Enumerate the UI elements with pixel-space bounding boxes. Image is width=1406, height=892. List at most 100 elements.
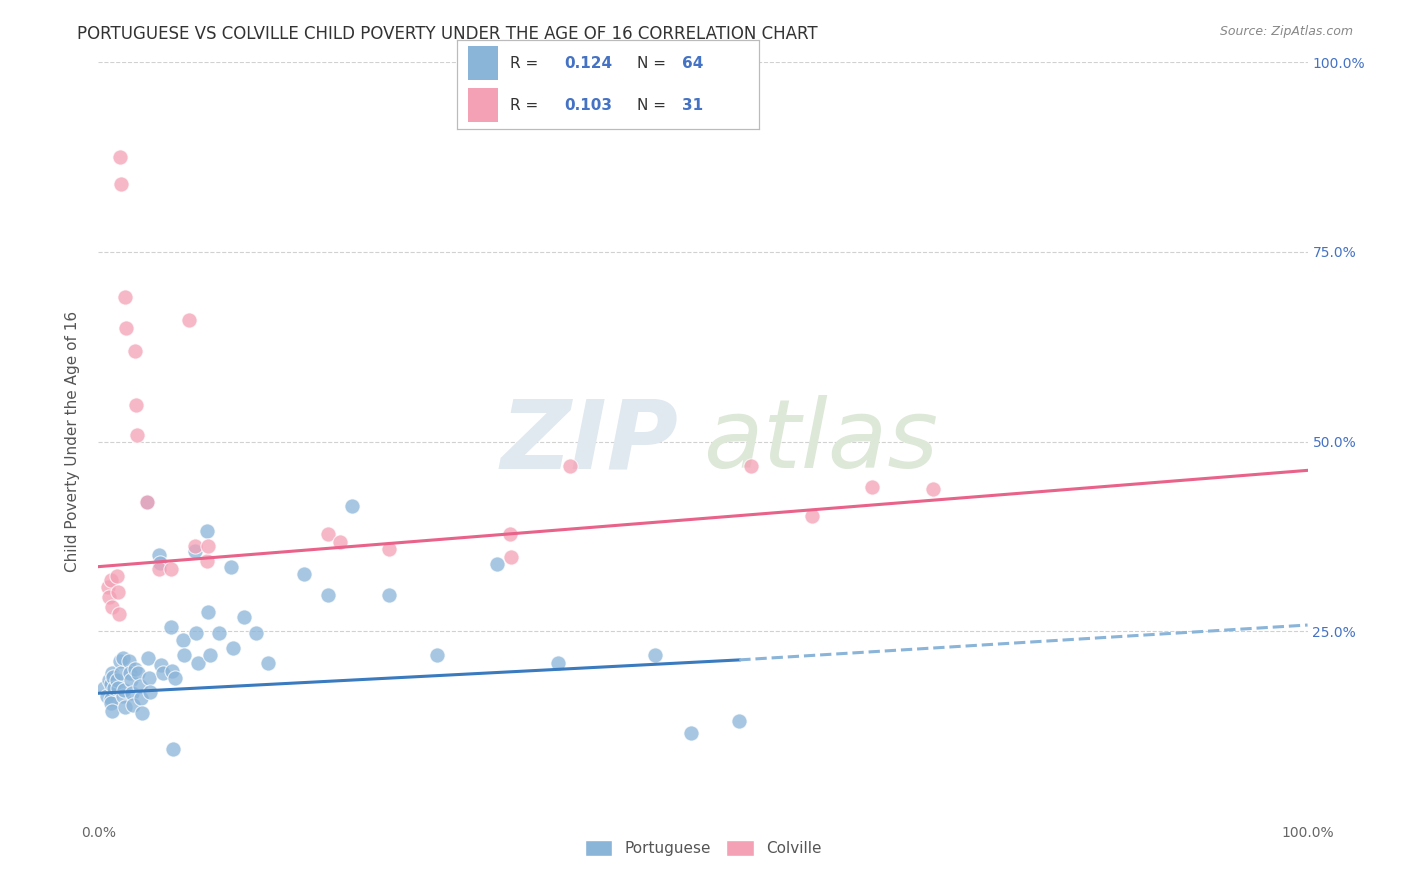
Text: 0.103: 0.103: [564, 98, 612, 112]
Point: [148, 548, 170, 563]
Point: [160, 620, 183, 634]
Point: [149, 556, 172, 570]
Point: [115, 320, 138, 334]
Point: [198, 648, 221, 663]
Point: [98, 673, 121, 688]
Point: [124, 662, 146, 676]
Point: [377, 542, 399, 557]
Point: [162, 741, 184, 756]
Point: [184, 544, 207, 558]
Point: [111, 650, 134, 665]
Point: [97, 580, 120, 594]
Text: N =: N =: [637, 98, 671, 112]
Point: [160, 562, 183, 576]
Point: [127, 665, 149, 680]
Point: [124, 343, 146, 358]
Point: [101, 669, 124, 683]
Point: [184, 539, 207, 553]
Point: [728, 714, 751, 728]
Point: [110, 665, 132, 680]
Point: [100, 677, 122, 691]
Point: [96, 689, 118, 703]
Point: [128, 679, 150, 693]
Point: [329, 534, 352, 549]
Point: [100, 573, 122, 587]
Point: [221, 640, 243, 655]
Text: ZIP: ZIP: [501, 395, 679, 488]
Point: [179, 313, 201, 327]
Bar: [468, 46, 498, 80]
Point: [800, 508, 823, 523]
Point: [221, 559, 243, 574]
Point: [139, 685, 162, 699]
Point: [105, 569, 128, 583]
Point: [921, 482, 943, 496]
Point: [150, 658, 173, 673]
Point: [186, 625, 208, 640]
Point: [118, 655, 141, 669]
Text: 0.124: 0.124: [564, 56, 613, 70]
Point: [160, 664, 183, 678]
Point: [111, 689, 134, 703]
Text: atlas: atlas: [703, 395, 938, 488]
Point: [129, 690, 152, 705]
Point: [426, 648, 449, 663]
Point: [135, 495, 157, 509]
Point: [499, 549, 522, 564]
Point: [163, 671, 186, 685]
Bar: [468, 88, 498, 122]
Point: [100, 692, 122, 706]
Point: [679, 726, 702, 740]
Point: [112, 683, 135, 698]
Text: 31: 31: [682, 98, 703, 112]
Point: [100, 696, 122, 710]
Point: [108, 150, 131, 164]
Text: R =: R =: [510, 56, 543, 70]
Point: [122, 698, 145, 713]
Point: [125, 398, 148, 412]
Point: [197, 605, 219, 619]
Point: [547, 656, 569, 670]
Point: [245, 625, 267, 640]
Point: [105, 673, 128, 688]
Point: [120, 673, 142, 688]
Point: [108, 655, 131, 669]
Point: [98, 590, 121, 604]
Point: [172, 633, 194, 648]
Point: [342, 499, 364, 513]
Point: [498, 527, 520, 541]
Point: [860, 480, 883, 494]
Point: [148, 562, 170, 576]
Point: [108, 607, 131, 622]
Point: [127, 428, 149, 442]
Point: [232, 610, 254, 624]
Point: [197, 539, 219, 553]
Point: [187, 656, 209, 670]
Point: [316, 527, 339, 541]
Point: [740, 458, 762, 473]
Point: [195, 554, 218, 568]
Point: [121, 686, 143, 700]
Y-axis label: Child Poverty Under the Age of 16: Child Poverty Under the Age of 16: [65, 311, 80, 572]
Point: [316, 588, 339, 602]
Point: [100, 704, 122, 718]
Text: PORTUGUESE VS COLVILLE CHILD POVERTY UNDER THE AGE OF 16 CORRELATION CHART: PORTUGUESE VS COLVILLE CHILD POVERTY UND…: [77, 25, 818, 43]
Point: [486, 558, 509, 572]
Point: [152, 665, 174, 680]
Point: [100, 665, 122, 680]
Point: [93, 681, 115, 695]
Point: [110, 177, 132, 191]
Point: [256, 656, 278, 670]
Point: [100, 599, 122, 614]
Point: [173, 648, 195, 663]
Point: [131, 706, 153, 720]
Point: [135, 495, 157, 509]
Point: [114, 291, 136, 305]
Text: R =: R =: [510, 98, 543, 112]
Point: [558, 458, 581, 473]
Point: [118, 665, 141, 680]
Text: N =: N =: [637, 56, 671, 70]
Point: [208, 625, 231, 640]
Point: [377, 588, 399, 602]
Point: [136, 650, 159, 665]
